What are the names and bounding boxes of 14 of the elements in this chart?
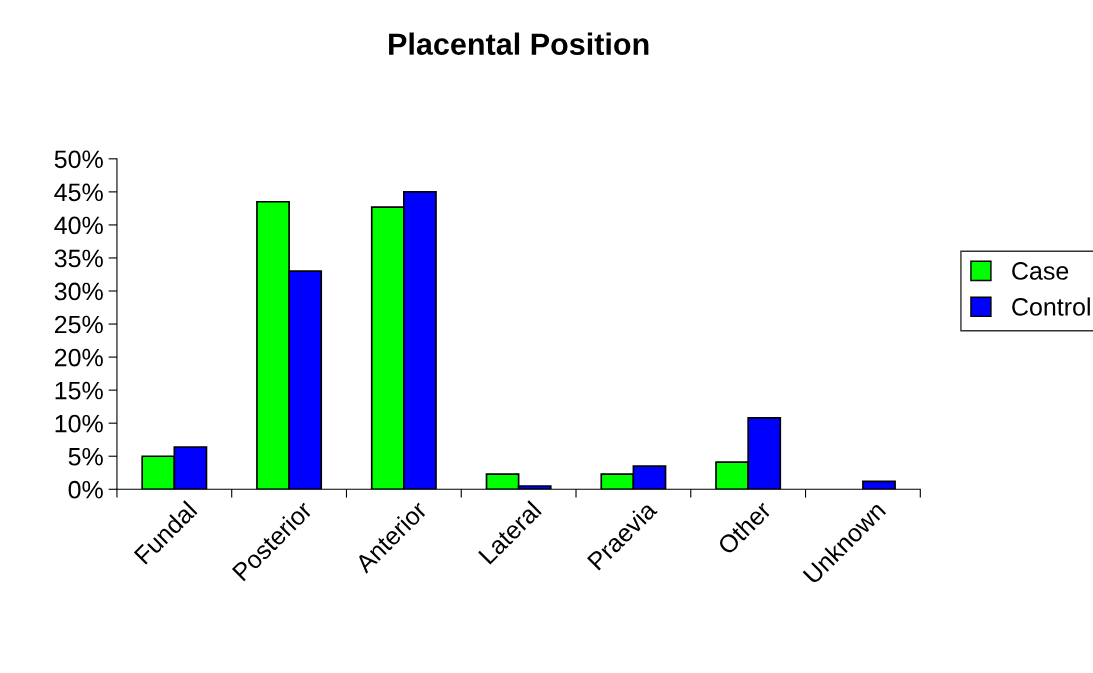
y-tick-label: 40%: [54, 216, 103, 235]
y-tick-label: 15%: [55, 381, 103, 400]
y-tick-label: 10%: [55, 414, 103, 433]
legend-label: Case: [1012, 262, 1069, 280]
y-tick-label: 5%: [68, 447, 103, 466]
y-tick-label: 30%: [54, 282, 103, 301]
y-tick-label: 20%: [54, 348, 103, 367]
y-tick-label: 50%: [54, 150, 103, 169]
y-tick-label: 45%: [54, 183, 103, 202]
legend-label: Control: [1012, 297, 1090, 316]
y-tick-label: 35%: [54, 249, 103, 268]
y-tick-label: 0%: [68, 480, 103, 499]
y-tick-label: 25%: [54, 315, 103, 334]
chart-title: Placental Position: [389, 32, 649, 55]
